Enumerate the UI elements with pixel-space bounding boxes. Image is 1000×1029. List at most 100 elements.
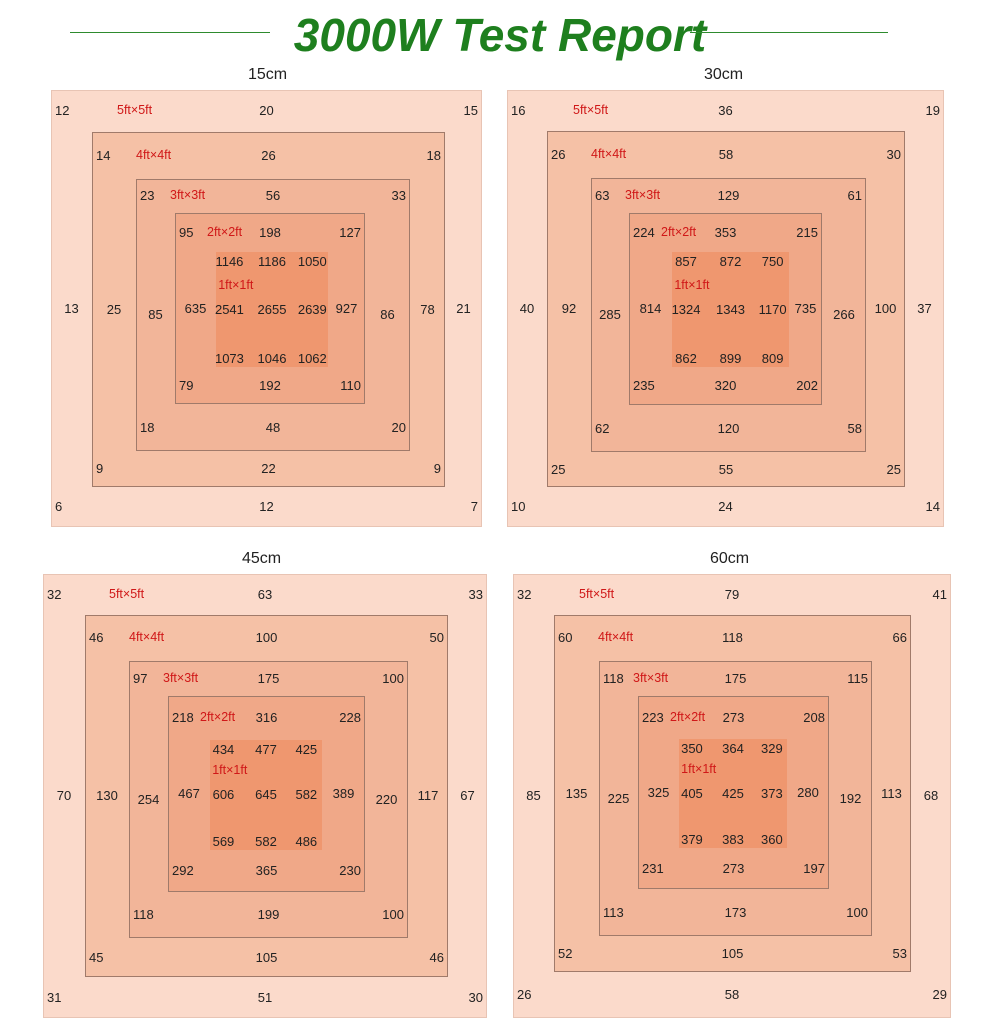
ppfd-value: 899 [719, 351, 742, 366]
ppfd-value: 79 [724, 586, 740, 602]
ppfd-value: 85 [148, 307, 163, 322]
ppfd-value: 32 [47, 586, 62, 602]
ppfd-value: 273 [722, 860, 745, 876]
zone-label: 3ft×3ft [163, 670, 199, 685]
ppfd-value: 105 [255, 949, 278, 965]
ppfd-value: 105 [721, 946, 744, 961]
zone-label: 1ft×1ft [218, 277, 254, 292]
ppfd-value: 29 [932, 987, 947, 1002]
ppfd-value: 228 [339, 710, 361, 725]
zone-label: 1ft×1ft [681, 761, 717, 776]
ppfd-value: 582 [295, 787, 318, 802]
ppfd-value: 58 [724, 987, 740, 1002]
ppfd-value: 809 [761, 351, 784, 366]
ppfd-value: 12 [259, 499, 274, 514]
ppfd-value: 225 [607, 790, 630, 806]
ppfd-value: 2639 [297, 301, 327, 317]
ppfd-value: 26 [517, 987, 532, 1002]
ppfd-value: 606 [212, 787, 235, 802]
ppfd-value: 25 [106, 301, 122, 317]
ppfd-value: 58 [718, 146, 734, 162]
ppfd-value: 1073 [214, 351, 244, 366]
ppfd-value: 30 [886, 146, 901, 162]
ppfd-value: 63 [257, 586, 273, 602]
ppfd-value: 10 [511, 499, 526, 514]
zone-label: 2ft×2ft [200, 710, 236, 724]
ppfd-value: 92 [561, 301, 577, 316]
ppfd-value: 26 [551, 146, 566, 162]
ppfd-value: 32 [517, 586, 532, 602]
ppfd-value: 14 [96, 147, 111, 163]
ppfd-value: 13 [64, 300, 79, 316]
ppfd-value: 173 [724, 904, 747, 920]
ppfd-value: 85 [526, 788, 541, 803]
zone-label: 4ft×4ft [136, 147, 172, 162]
ppfd-value: 113 [881, 785, 902, 801]
ppfd-value: 486 [295, 834, 318, 849]
panel-height-label: 30cm [704, 66, 744, 83]
ppfd-value: 1050 [297, 254, 327, 269]
zone-label: 3ft×3ft [170, 188, 206, 202]
ppfd-value: 434 [212, 742, 235, 757]
ppfd-value: 6 [55, 499, 63, 514]
ppfd-value: 192 [839, 790, 862, 806]
ppfd-value: 135 [565, 785, 588, 801]
ppfd-value: 2541 [214, 301, 244, 317]
ppfd-value: 56 [265, 188, 281, 203]
ppfd-value: 40 [519, 300, 535, 316]
ppfd-value: 1186 [258, 254, 286, 269]
ppfd-value: 12 [55, 103, 70, 118]
zone-label: 5ft×5ft [109, 586, 145, 601]
ppfd-value: 9 [433, 461, 441, 476]
ppfd-value: 48 [265, 419, 281, 435]
ppfd-value: 50 [429, 630, 444, 645]
ppfd-value: 60 [558, 630, 573, 645]
ppfd-value: 46 [429, 949, 444, 965]
ppfd-value: 645 [255, 787, 277, 802]
ppfd-value: 25 [886, 461, 901, 477]
ppfd-value: 285 [599, 307, 621, 322]
ppfd-value: 86 [380, 307, 395, 322]
ppfd-value: 9 [96, 461, 104, 476]
ppfd-value: 379 [681, 832, 703, 847]
ppfd-value: 927 [335, 300, 358, 316]
ppfd-value: 477 [255, 742, 277, 757]
ppfd-value: 95 [179, 224, 194, 240]
ppfd-value: 16 [511, 102, 526, 118]
ppfd-value: 78 [420, 301, 435, 317]
ppfd-value: 857 [675, 254, 697, 269]
ppfd-value: 425 [295, 742, 318, 757]
ppfd-value: 22 [261, 461, 276, 476]
ppfd-value: 280 [797, 784, 819, 800]
ppfd-value: 31 [47, 989, 62, 1005]
ppfd-value: 230 [339, 863, 361, 878]
ppfd-value: 100 [846, 904, 868, 920]
zone-1ft [672, 252, 789, 367]
ppfd-value: 33 [468, 586, 483, 602]
ppfd-value: 364 [722, 741, 744, 756]
ppfd-value: 130 [96, 788, 118, 803]
ppfd-value: 129 [717, 187, 740, 203]
ppfd-value: 320 [714, 378, 737, 393]
panel-height-label: 60cm [710, 550, 750, 567]
ppfd-value: 70 [56, 788, 72, 803]
ppfd-value: 45 [89, 949, 104, 965]
ppfd-value: 814 [639, 301, 662, 316]
ppfd-value: 202 [796, 378, 818, 393]
ppfd-value: 383 [722, 832, 744, 847]
ppfd-value: 224 [633, 224, 655, 240]
ppfd-value: 1146 [215, 254, 244, 269]
ppfd-value: 353 [714, 224, 737, 240]
ppfd-value: 862 [675, 351, 697, 366]
ppfd-value: 254 [137, 791, 160, 807]
ppfd-value: 115 [847, 670, 868, 686]
zone-label: 5ft×5ft [117, 103, 153, 117]
ppfd-value: 235 [633, 378, 655, 393]
ppfd-value: 63 [595, 187, 610, 203]
ppfd-value: 30 [468, 989, 483, 1005]
ppfd-value: 360 [761, 832, 783, 847]
ppfd-value: 1324 [671, 301, 701, 317]
ppfd-value: 175 [257, 670, 280, 686]
ppfd-value: 23 [140, 188, 155, 203]
ppfd-value: 33 [391, 188, 406, 203]
